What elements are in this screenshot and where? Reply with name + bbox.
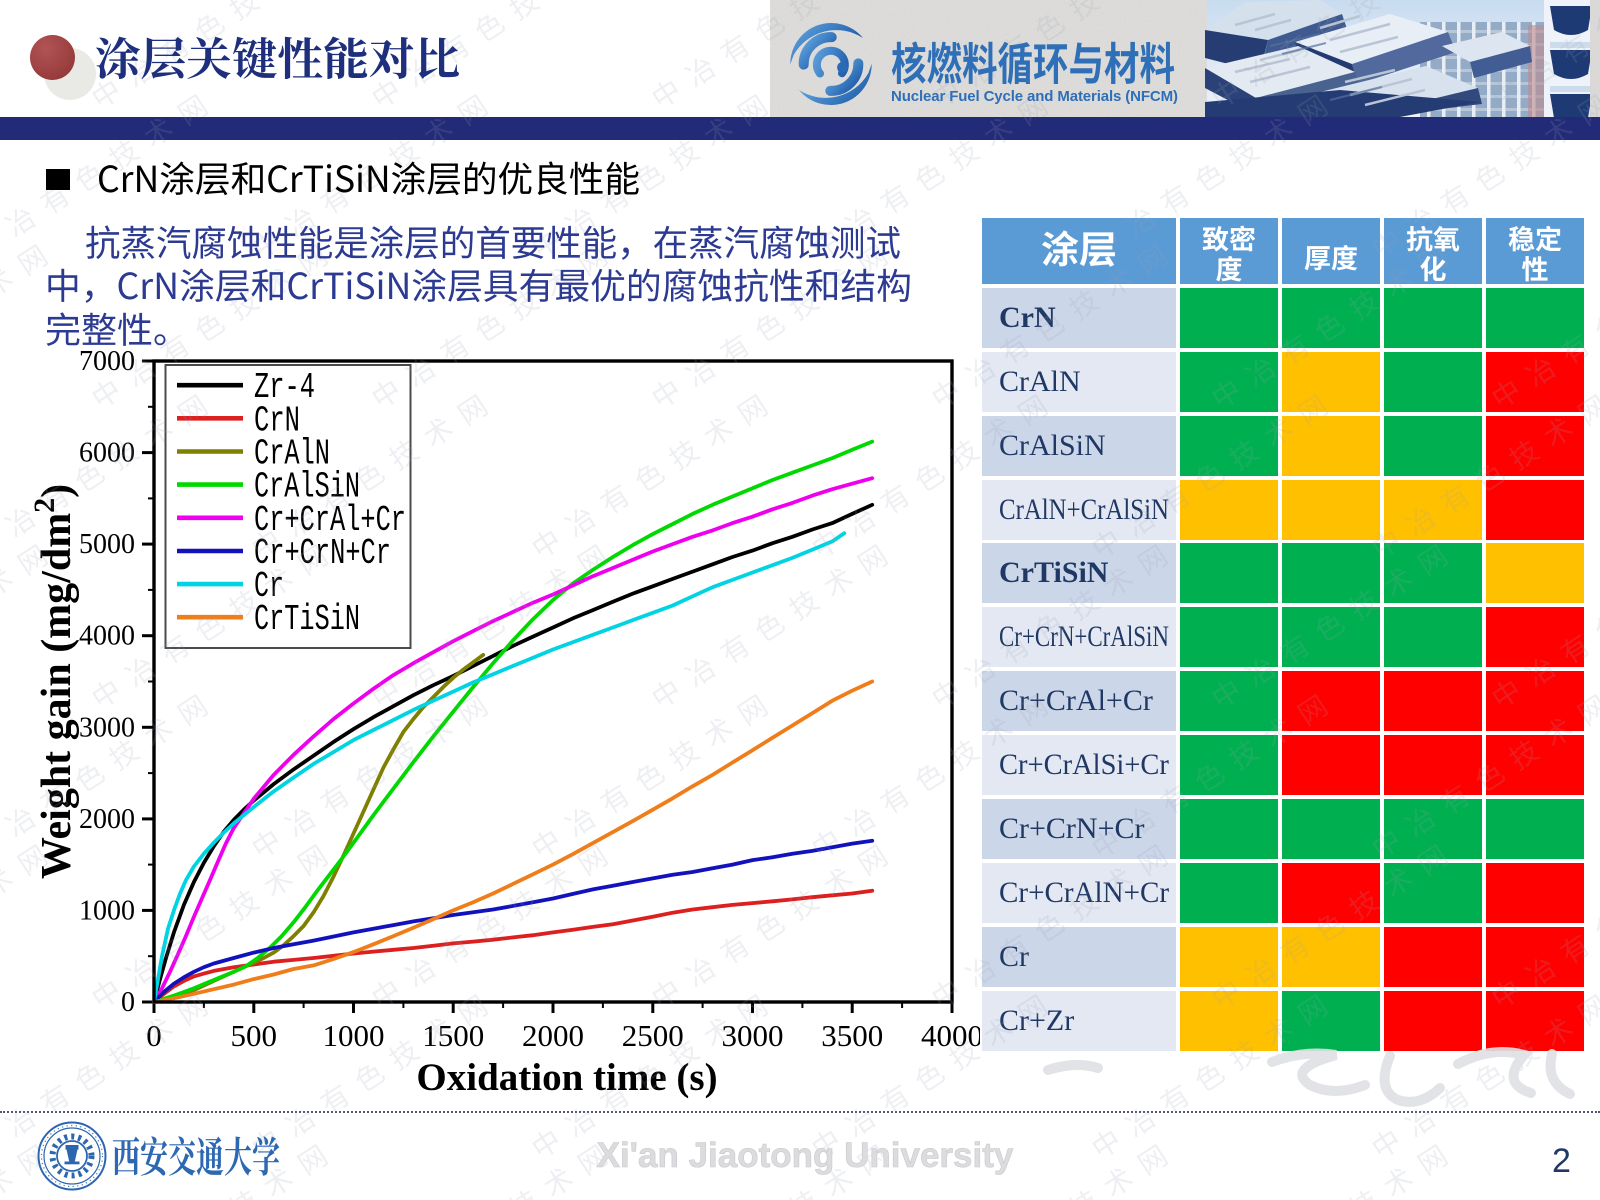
svg-text:Weight gain (mg/dm2): Weight gain (mg/dm2) <box>28 484 80 879</box>
svg-text:CrAlN: CrAlN <box>254 434 330 475</box>
svg-text:Xi'an Jiaotong University: Xi'an Jiaotong University <box>597 1136 1014 1175</box>
svg-text:3500: 3500 <box>821 1018 883 1053</box>
svg-text:7000: 7000 <box>79 346 135 377</box>
svg-text:0: 0 <box>121 987 135 1018</box>
svg-text:3000: 3000 <box>722 1018 784 1053</box>
svg-text:Cr: Cr <box>254 566 284 607</box>
svg-text:2500: 2500 <box>622 1018 684 1053</box>
svg-text:500: 500 <box>231 1018 278 1053</box>
svg-text:2: 2 <box>1552 1142 1571 1180</box>
svg-text:CrN: CrN <box>254 400 300 441</box>
svg-text:Nuclear Fuel Cycle and Materia: Nuclear Fuel Cycle and Materials (NFCM) <box>891 88 1178 105</box>
svg-text:2000: 2000 <box>522 1018 584 1053</box>
svg-text:CrTiSiN: CrTiSiN <box>254 599 360 640</box>
svg-text:1000: 1000 <box>323 1018 385 1053</box>
svg-text:2000: 2000 <box>79 804 135 835</box>
svg-text:5000: 5000 <box>79 529 135 560</box>
svg-text:3000: 3000 <box>79 712 135 743</box>
svg-text:Oxidation time (s): Oxidation time (s) <box>416 1056 717 1099</box>
svg-text:4000: 4000 <box>79 621 135 652</box>
svg-text:1000: 1000 <box>79 895 135 926</box>
svg-text:Zr-4: Zr-4 <box>254 367 315 408</box>
svg-text:Cr+CrAl+Cr: Cr+CrAl+Cr <box>254 500 406 541</box>
